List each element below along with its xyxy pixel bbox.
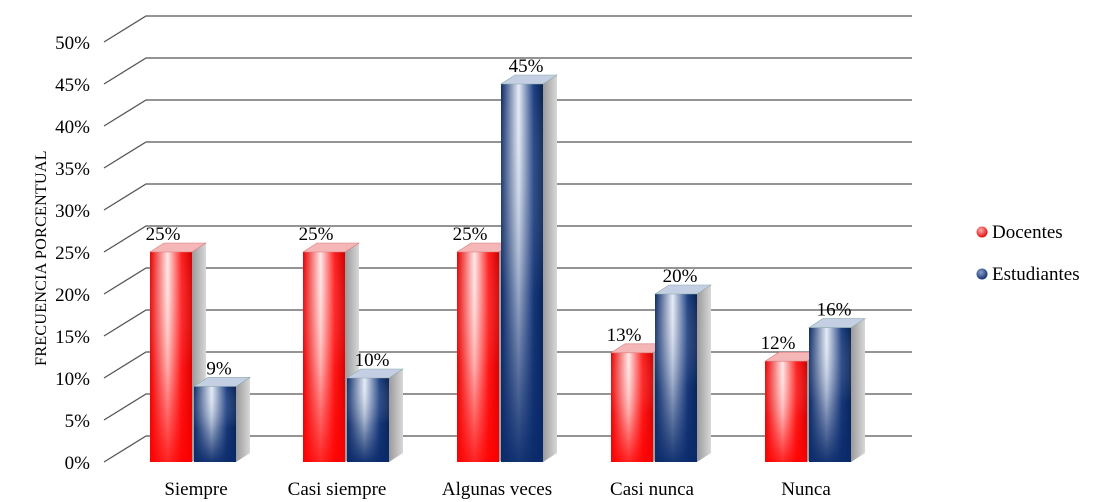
y-axis-label: FRECUENCIA PORCENTUAL bbox=[33, 150, 50, 366]
bars bbox=[148, 74, 867, 462]
y-tick-label: 20% bbox=[55, 285, 90, 306]
gridline bbox=[103, 57, 912, 85]
bar bbox=[301, 242, 361, 462]
legend-item-docentes: Docentes bbox=[976, 222, 1063, 243]
y-tick-label: 35% bbox=[55, 159, 90, 180]
bar-side bbox=[236, 377, 250, 462]
bar-top bbox=[345, 368, 405, 379]
y-tick-label: 40% bbox=[55, 117, 90, 138]
gridline bbox=[103, 99, 912, 127]
x-tick-label: Algunas veces bbox=[442, 479, 552, 500]
y-tick-label: 25% bbox=[55, 243, 90, 264]
data-label: 25% bbox=[299, 224, 334, 245]
y-axis-ticks: 0% 5% 10% 15% 20% 25% 30% 35% 40% 45% 50% bbox=[55, 33, 90, 474]
legend-label-docentes: Docentes bbox=[992, 222, 1063, 243]
bar-shade bbox=[501, 84, 543, 462]
y-tick-label: 10% bbox=[55, 369, 90, 390]
bar bbox=[345, 368, 405, 462]
data-label: 25% bbox=[453, 224, 488, 245]
bar-top bbox=[807, 318, 867, 328]
y-tick-label: 30% bbox=[55, 201, 90, 222]
gridline bbox=[103, 183, 912, 211]
bar-shade bbox=[457, 252, 499, 462]
x-axis-categories: Siempre Casi siempre Algunas veces Casi nun… bbox=[164, 479, 831, 500]
x-tick-label: Nunca bbox=[781, 479, 831, 500]
bar bbox=[499, 74, 559, 462]
data-label: 10% bbox=[355, 350, 390, 371]
legend: Docentes Estudiantes bbox=[976, 222, 1080, 285]
bar bbox=[455, 242, 515, 462]
gridline bbox=[103, 141, 912, 169]
bar-shade bbox=[809, 327, 851, 462]
data-label: 12% bbox=[761, 333, 796, 354]
data-label: 25% bbox=[146, 224, 181, 245]
bar-top bbox=[301, 242, 361, 253]
data-label: 16% bbox=[817, 300, 852, 321]
bar-side bbox=[851, 318, 865, 462]
legend-item-estudiantes: Estudiantes bbox=[976, 264, 1080, 285]
bar bbox=[807, 318, 867, 462]
bar-top bbox=[499, 74, 559, 85]
data-label: 9% bbox=[206, 358, 232, 379]
bar-top bbox=[192, 377, 252, 387]
data-label: 20% bbox=[663, 266, 698, 287]
gridline bbox=[103, 267, 912, 295]
legend-label-estudiantes: Estudiantes bbox=[992, 264, 1080, 285]
bar-shade bbox=[611, 352, 653, 462]
bar-side bbox=[543, 75, 557, 462]
y-tick-label: 45% bbox=[55, 75, 90, 96]
y-tick-label: 0% bbox=[65, 453, 91, 474]
gridline bbox=[103, 15, 912, 43]
bar-shade bbox=[655, 294, 697, 462]
gridline bbox=[103, 225, 912, 253]
y-tick-label: 50% bbox=[55, 33, 90, 54]
bar-side bbox=[389, 369, 403, 462]
bar-shade bbox=[347, 378, 389, 462]
bar-side bbox=[697, 285, 711, 462]
bar-top bbox=[148, 242, 208, 253]
x-tick-label: Casi nunca bbox=[610, 479, 694, 500]
data-label: 45% bbox=[509, 56, 544, 77]
legend-swatch-estudiantes bbox=[976, 268, 988, 280]
bar-top bbox=[653, 284, 713, 295]
bar bbox=[192, 377, 252, 462]
bar bbox=[653, 284, 713, 462]
bar-shade bbox=[303, 252, 345, 462]
legend-swatch-docentes bbox=[976, 226, 988, 238]
data-labels: 25% 9% 25% 10% 25% 45% 13% 20% 12% 16% bbox=[146, 56, 852, 379]
y-tick-label: 5% bbox=[65, 411, 91, 432]
bar-shade bbox=[765, 361, 807, 462]
x-tick-label: Casi siempre bbox=[288, 479, 387, 500]
bar-shade bbox=[194, 386, 236, 462]
x-tick-label: Siempre bbox=[164, 479, 227, 500]
y-tick-label: 15% bbox=[55, 327, 90, 348]
data-label: 13% bbox=[607, 325, 642, 346]
bar-shade bbox=[150, 252, 192, 462]
gridlines bbox=[103, 15, 912, 463]
